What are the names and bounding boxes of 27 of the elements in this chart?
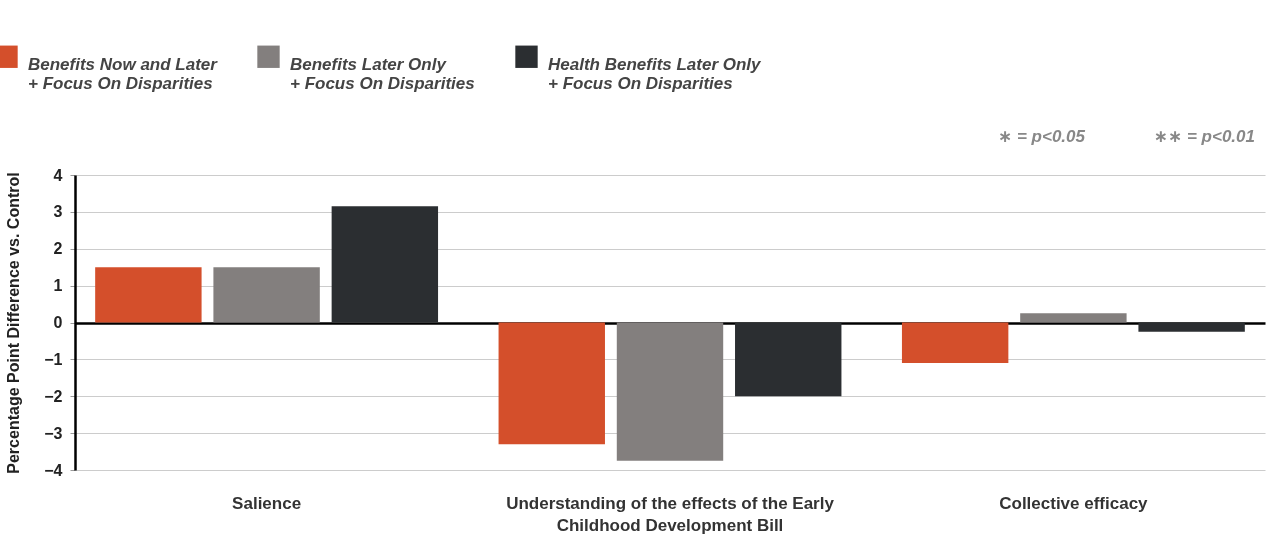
bar (735, 322, 842, 397)
x-tick-label: Understanding of the effects of the Early Childhood Development Bill (506, 493, 835, 535)
y-tick-label: −1 (44, 350, 63, 368)
x-tick-label: Collective efficacy (999, 493, 1149, 513)
y-tick-label: −3 (44, 424, 63, 442)
y-tick-label: 0 (53, 314, 63, 331)
y-tick-label: 1 (53, 277, 63, 295)
y-tick-label: −4 (44, 461, 63, 479)
text: ∗ = p<0.05 (997, 127, 1086, 146)
y-tick-label: −2 (44, 387, 63, 405)
x-tick-label: Salience (232, 493, 302, 513)
y-tick-label: 4 (53, 166, 63, 184)
bar (498, 322, 605, 445)
y-axis-title: Percentage Point Difference vs. Control (5, 172, 23, 474)
y-tick-label: 3 (53, 203, 63, 221)
legend-label: Benefits Later Only + Focus On Disparities (290, 54, 475, 93)
bar (616, 322, 724, 461)
text: ∗∗ = p<0.01 (1153, 127, 1255, 146)
bar (1138, 322, 1245, 332)
bar (95, 267, 202, 323)
legend-label: Health Benefits Later Only + Focus On Disparities (548, 54, 763, 93)
bar (1020, 313, 1127, 323)
bar (213, 267, 320, 323)
y-tick-label: 2 (53, 240, 63, 258)
bar (331, 206, 439, 323)
legend-label: Benefits Now and Later + Focus On Disparities (28, 54, 219, 93)
bar (901, 322, 1009, 364)
